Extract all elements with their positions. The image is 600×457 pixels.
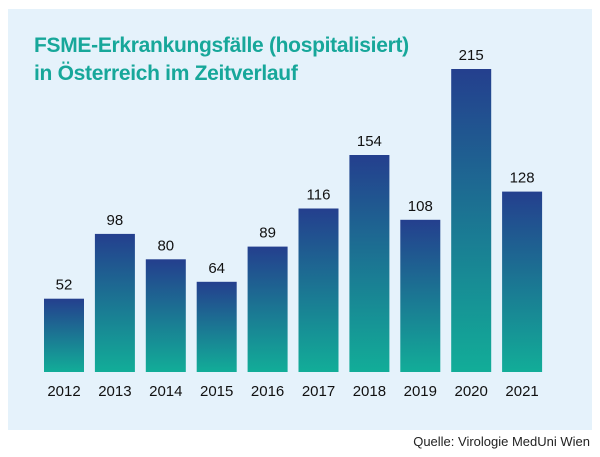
x-tick-label-2013: 2013	[98, 383, 131, 400]
bar-2012	[44, 298, 84, 372]
value-label-2016: 89	[259, 225, 276, 242]
value-label-2014: 80	[157, 237, 174, 254]
value-label-2018: 154	[357, 133, 382, 150]
bar-2020	[451, 69, 492, 372]
x-tick-label-2018: 2018	[353, 383, 386, 400]
value-label-2013: 98	[107, 212, 124, 229]
x-tick-label-2015: 2015	[200, 383, 233, 400]
bar-2018	[349, 155, 390, 372]
x-tick-label-2012: 2012	[47, 383, 80, 400]
x-tick-label-2016: 2016	[251, 383, 284, 400]
value-label-2015: 64	[208, 260, 225, 277]
bar-2013	[94, 233, 135, 372]
value-label-2020: 215	[459, 47, 484, 64]
bar-2021	[502, 191, 543, 372]
x-tick-label-2019: 2019	[404, 383, 437, 400]
bar-2014	[145, 259, 186, 372]
x-tick-label-2021: 2021	[505, 383, 538, 400]
chart-title-line-1: FSME-Erkrankungsfälle (hospitalisiert)	[34, 34, 409, 57]
chart-title: FSME-Erkrankungsfälle (hospitalisiert) i…	[34, 32, 409, 88]
bars-group: 52 2012 98 2013 80 2014 64 2015 89 2016 116 2017 154…	[44, 47, 543, 400]
value-label-2021: 128	[510, 170, 535, 187]
source-note: Quelle: Virologie MedUni Wien	[413, 434, 590, 449]
bar-2015	[196, 281, 237, 372]
x-tick-label-2020: 2020	[455, 383, 488, 400]
chart-title-line-2: in Österreich im Zeitverlauf	[34, 62, 298, 85]
x-tick-label-2017: 2017	[302, 383, 335, 400]
value-label-2012: 52	[56, 277, 73, 294]
value-label-2017: 116	[307, 187, 331, 204]
bar-2017	[298, 208, 339, 372]
bar-2016	[247, 246, 288, 372]
value-label-2019: 108	[408, 198, 433, 215]
bar-2019	[400, 219, 441, 372]
x-tick-label-2014: 2014	[149, 383, 182, 400]
